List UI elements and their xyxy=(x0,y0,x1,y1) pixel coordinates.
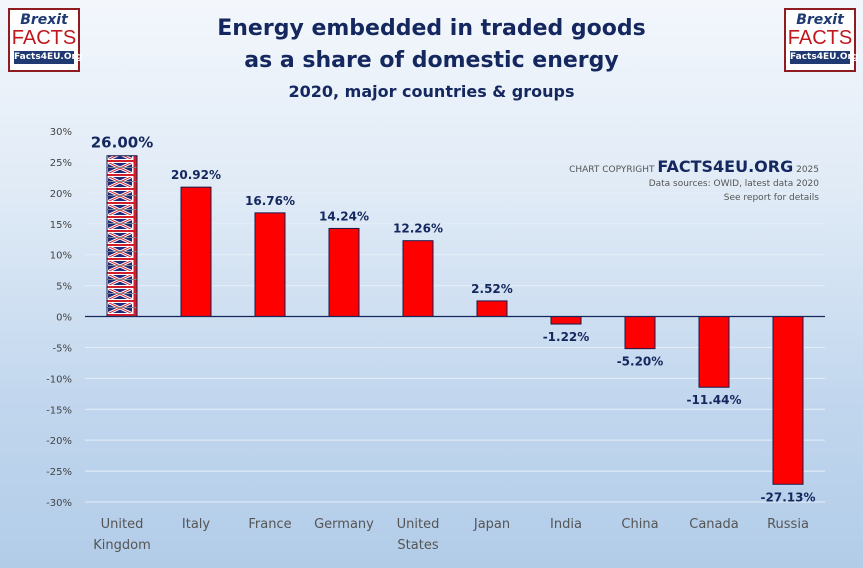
logo-facts-text: FACTS xyxy=(787,27,853,49)
logo-brexit-text: Brexit xyxy=(20,12,68,28)
bar xyxy=(550,316,582,325)
x-category-label: France xyxy=(248,517,291,532)
chart-title-line1: Energy embedded in traded goods xyxy=(217,16,646,41)
logo-url-text: Facts4EU.Org xyxy=(790,51,859,64)
logo-url-text: Facts4EU.Org xyxy=(14,51,83,64)
data-sources-text: Data sources: OWID, latest data 2020 xyxy=(648,179,819,189)
x-category-label: Russia xyxy=(767,517,809,532)
data-label: -11.44% xyxy=(687,393,742,407)
chart-subtitle: 2020, major countries & groups xyxy=(288,82,575,101)
y-tick-label: 0% xyxy=(56,313,72,324)
brexit-facts-logo-left: Brexit FACTS Facts4EU.Org xyxy=(8,8,83,72)
y-tick-label: 20% xyxy=(50,189,72,200)
data-label: 14.24% xyxy=(319,209,369,223)
bar xyxy=(180,186,212,317)
x-category-label: Japan xyxy=(473,517,510,532)
data-label: -5.20% xyxy=(617,355,664,369)
brexit-facts-logo-right: Brexit FACTS Facts4EU.Org xyxy=(784,8,859,72)
x-category-label: India xyxy=(550,517,582,532)
data-label: 20.92% xyxy=(171,168,221,182)
bar xyxy=(624,316,656,350)
logo-facts-text: FACTS xyxy=(11,27,77,49)
bar xyxy=(772,316,804,485)
report-note-text: See report for details xyxy=(723,193,819,203)
x-category-label: China xyxy=(621,517,658,532)
y-tick-label: -5% xyxy=(53,343,72,354)
y-tick-label: 10% xyxy=(50,251,72,262)
x-category-label: United xyxy=(101,517,144,532)
x-category-label: United xyxy=(397,517,440,532)
data-label: 26.00% xyxy=(91,134,153,152)
y-tick-label: -30% xyxy=(46,498,72,509)
chart-title-line2: as a share of domestic energy xyxy=(244,48,619,73)
y-tick-label: 5% xyxy=(56,282,72,293)
bar-union-jack xyxy=(106,155,138,317)
x-category-label: Kingdom xyxy=(93,538,151,553)
bar xyxy=(476,300,508,317)
data-label: 2.52% xyxy=(471,282,513,296)
copyright-brand: FACTS4EU.ORG xyxy=(657,157,794,176)
y-tick-label: -15% xyxy=(46,405,72,416)
copyright-year: 2025 xyxy=(796,165,819,175)
y-tick-label: 30% xyxy=(50,127,72,138)
data-label: 12.26% xyxy=(393,222,443,236)
copyright-block: CHART COPYRIGHT FACTS4EU.ORG 2025 Data s… xyxy=(569,157,819,205)
y-tick-label: -20% xyxy=(46,436,72,447)
y-tick-label: -25% xyxy=(46,467,72,478)
bar xyxy=(402,240,434,317)
y-tick-label: 25% xyxy=(50,158,72,169)
x-category-label: Italy xyxy=(182,517,211,532)
logo-brexit-text: Brexit xyxy=(796,12,844,28)
y-tick-label: 15% xyxy=(50,220,72,231)
bar xyxy=(254,212,286,318)
y-tick-label: -10% xyxy=(46,374,72,385)
x-category-label: States xyxy=(397,538,438,553)
x-category-label: Germany xyxy=(314,517,374,532)
bar xyxy=(328,227,360,318)
copyright-prefix: CHART COPYRIGHT xyxy=(569,165,655,175)
bar xyxy=(698,316,730,388)
data-label: -1.22% xyxy=(543,330,590,344)
data-label: -27.13% xyxy=(761,490,816,504)
x-category-label: Canada xyxy=(689,517,738,532)
data-label: 16.76% xyxy=(245,194,295,208)
